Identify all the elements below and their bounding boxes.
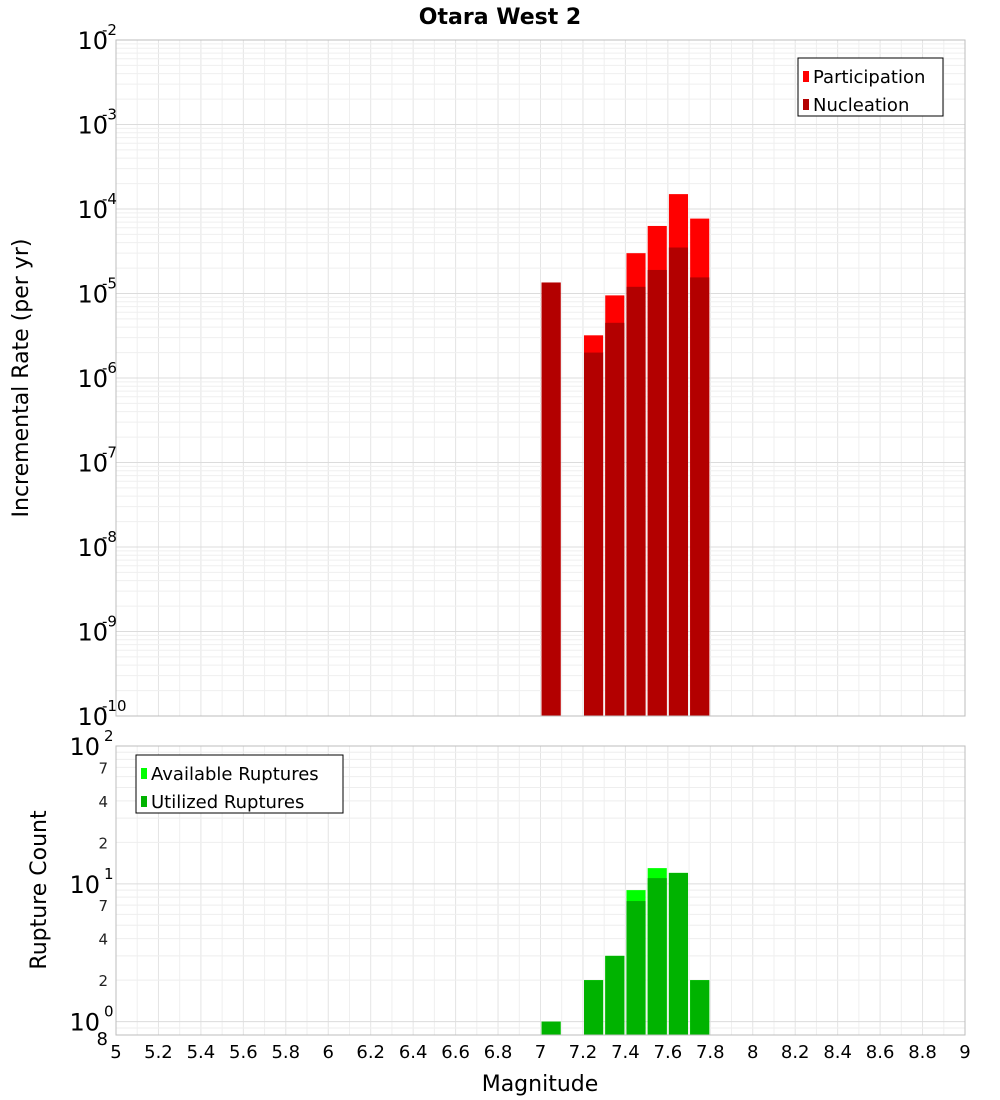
top-bar-inner [605, 322, 625, 716]
bottom-plot-frame [115, 745, 966, 1036]
bottom-bar-inner [541, 1021, 561, 1035]
legends: Participation Nucleation Available Rupture… [135, 57, 944, 814]
bottom-legend-swatch [141, 768, 147, 779]
x-tick-label: 7 [535, 1042, 546, 1063]
plot-frames [115, 39, 966, 1036]
bottom-y-minor-tick-label: 4 [98, 793, 108, 811]
bottom-y-tick-label: 10 [69, 1009, 100, 1037]
bottom-bar-inner [690, 980, 710, 1035]
x-tick-label: 7.6 [654, 1042, 683, 1063]
bottom-y-minor-tick-label: 7 [98, 897, 108, 915]
top-legend-swatch [803, 99, 809, 110]
top-y-tick-label: 10 [77, 703, 108, 731]
top-legend-swatch [803, 71, 809, 82]
x-tick-label: 5.2 [144, 1042, 173, 1063]
x-tick-label: 5 [110, 1042, 121, 1063]
top-y-tick-exponent: -6 [102, 359, 117, 377]
x-tick-label: 6.8 [484, 1042, 513, 1063]
bottom-y-minor-tick-label: 2 [98, 972, 108, 990]
bottom-y-tick-exponent: 1 [104, 865, 114, 883]
x-tick-label: 6 [323, 1042, 334, 1063]
top-y-tick-label: 10 [77, 112, 108, 140]
x-tick-label: 8.8 [908, 1042, 937, 1063]
bottom-legend-label: Available Ruptures [151, 764, 319, 785]
top-y-tick-label: 10 [77, 619, 108, 647]
top-bar-inner [541, 282, 561, 716]
x-tick-label: 6.2 [356, 1042, 385, 1063]
x-tick-label: 5.6 [229, 1042, 258, 1063]
bottom-bar-inner [626, 901, 646, 1035]
top-y-tick-exponent: -9 [102, 613, 117, 631]
top-legend-box [797, 57, 944, 117]
top-y-tick-label: 10 [77, 27, 108, 55]
x-tick-label: 7.2 [569, 1042, 598, 1063]
bottom-y-axis-label: Rupture Count [27, 810, 52, 970]
bottom-y-tick-label: 10 [69, 871, 100, 899]
top-y-tick-exponent: -5 [102, 275, 117, 293]
top-bar-inner [690, 277, 710, 716]
x-tick-label: 7.8 [696, 1042, 725, 1063]
bottom-y-minor-tick-label: 4 [98, 931, 108, 949]
bottom-y-tick-exponent: 2 [104, 727, 114, 745]
top-y-axis-label: Incremental Rate (per yr) [9, 239, 34, 518]
bottom-bar-inner [668, 872, 689, 1035]
bottom-bar-inner [605, 955, 625, 1035]
bottom-y-minor-tick-label: 7 [98, 759, 108, 777]
top-y-tick-exponent: -4 [102, 190, 117, 208]
top-y-tick-exponent: -3 [102, 106, 117, 124]
x-tick-label: 8.4 [823, 1042, 852, 1063]
x-tick-label: 5.8 [271, 1042, 300, 1063]
chart-title: Otara West 2 [419, 5, 581, 30]
top-y-tick-label: 10 [77, 450, 108, 478]
top-bar-inner [647, 269, 667, 716]
x-tick-label: 8.2 [781, 1042, 810, 1063]
x-tick-label: 6.6 [441, 1042, 470, 1063]
top-y-tick-label: 10 [77, 196, 108, 224]
top-y-tick-label: 10 [77, 365, 108, 393]
bottom-y-tick-label: 10 [69, 733, 100, 761]
bottom-legend-swatch [141, 796, 147, 807]
x-axis-label: Magnitude [482, 1072, 599, 1097]
grid-layer [115, 40, 966, 1036]
x-tick-label: 8.6 [866, 1042, 895, 1063]
top-y-tick-label: 10 [77, 281, 108, 309]
top-legend-label: Nucleation [813, 95, 909, 116]
top-y-tick-exponent: -2 [102, 21, 117, 39]
top-legend-label: Participation [813, 67, 925, 88]
top-plot-frame [115, 39, 966, 717]
x-tick-label: 8 [747, 1042, 758, 1063]
x-tick-label: 5.4 [187, 1042, 216, 1063]
top-bar-inner [668, 247, 689, 716]
bottom-y-tick-exponent: 0 [104, 1003, 114, 1021]
top-bar-inner [626, 286, 646, 716]
bottom-y-minor-tick-label: 2 [98, 834, 108, 852]
x-tick-label: 6.4 [399, 1042, 428, 1063]
top-y-tick-exponent: -10 [102, 697, 127, 715]
bottom-legend-box [135, 754, 344, 814]
x-tick-label: 7.4 [611, 1042, 640, 1063]
top-y-tick-exponent: -7 [102, 444, 117, 462]
bottom-bar-inner [584, 980, 604, 1035]
top-y-tick-label: 10 [77, 534, 108, 562]
top-bar-inner [584, 352, 604, 716]
x-tick-label: 9 [959, 1042, 970, 1063]
bottom-y-minor-tick-label: 8 [97, 1029, 108, 1050]
bars-layer [541, 194, 710, 1035]
bottom-bar-inner [647, 878, 667, 1035]
bottom-legend-label: Utilized Ruptures [151, 792, 304, 813]
top-y-tick-exponent: -8 [102, 528, 117, 546]
